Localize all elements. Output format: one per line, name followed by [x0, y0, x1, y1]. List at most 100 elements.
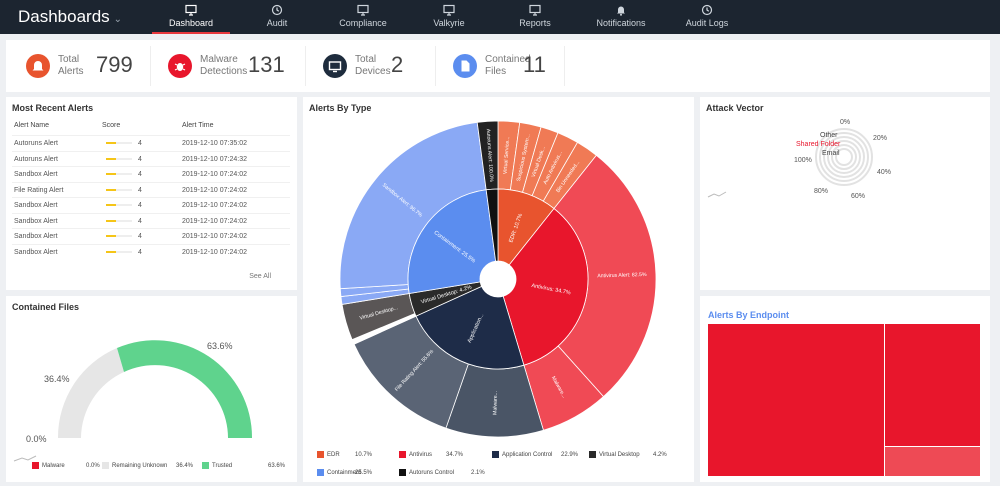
score-cell: 4: [138, 140, 142, 147]
alerts-by-type-panel: Alerts By Type Virtual Service... Suspici…: [303, 97, 694, 482]
bug-icon: [168, 54, 192, 78]
bell-icon: [26, 54, 50, 78]
treemap-cell-endpoint-2[interactable]: [885, 324, 980, 446]
stat-value: 11: [523, 52, 546, 77]
alert-time-cell: 2019-12-10 07:24:02: [182, 233, 247, 240]
alert-name-cell: File Rating Alert: [14, 186, 64, 194]
gauge-segment-trusted[interactable]: [117, 340, 253, 438]
legend-label: Application Control: [502, 452, 553, 459]
outer-label: Malware...: [492, 391, 499, 415]
stat-divider: [150, 46, 151, 86]
alert-time-cell: 2019-12-10 07:24:02: [182, 186, 247, 194]
legend-item[interactable]: Virtual Desktop: [589, 451, 640, 458]
legend-value: 34.7%: [446, 452, 464, 458]
column-header-alert-name[interactable]: Alert Name: [14, 122, 50, 129]
nav-tab-notifications[interactable]: Notifications: [578, 0, 664, 34]
mini-sparkline: [707, 191, 727, 198]
contained-files-gauge: [13, 340, 253, 462]
table-row[interactable]: Sandbox Alert 4 2019-12-10 07:24:02: [12, 243, 290, 259]
sunburst-center: [481, 262, 515, 296]
nav-tab-valkyrie[interactable]: Valkyrie: [406, 0, 492, 34]
nav-tab-audit-logs[interactable]: Audit Logs: [664, 0, 750, 34]
alert-time-cell: 2019-12-10 07:35:02: [182, 140, 247, 147]
panel-title: Alerts By Type: [309, 103, 372, 113]
score-cell: 4: [138, 202, 142, 209]
stat-total-devices[interactable]: Total Devices 2: [311, 40, 451, 92]
stat-contained-files[interactable]: Contained Files 11: [441, 40, 581, 92]
history-icon: [664, 4, 750, 16]
legend-label: Antivirus: [409, 452, 433, 459]
inner-segment[interactable]: [407, 189, 497, 294]
legend-item[interactable]: Trusted: [202, 462, 232, 469]
stat-label: Malware Detections: [200, 54, 248, 77]
score-bar: [106, 219, 132, 222]
monitor-icon: [148, 4, 234, 16]
tick-40: 40%: [877, 169, 892, 176]
most-recent-alerts-panel: Most Recent Alerts Alert Name Score Aler…: [6, 97, 297, 290]
outer-label: Virtual Service...: [503, 136, 512, 174]
stat-divider: [305, 46, 306, 86]
gauge-label-trusted: 63.6%: [207, 341, 233, 351]
nav-tab-reports[interactable]: Reports: [492, 0, 578, 34]
legend-swatch: [102, 462, 109, 469]
score-bar: [106, 188, 132, 191]
nav-tab-compliance[interactable]: Compliance: [320, 0, 406, 34]
table-row[interactable]: Sandbox Alert 4 2019-12-10 07:24:02: [12, 197, 290, 212]
legend-item[interactable]: Malware: [32, 462, 65, 469]
legend-item[interactable]: Antivirus: [399, 451, 432, 458]
legend-value: 0.0%: [86, 463, 100, 469]
nav-tab-label: Dashboard: [168, 18, 214, 28]
legend-swatch: [202, 462, 209, 469]
legend-item[interactable]: Autoruns Control: [399, 469, 454, 476]
nav-tab-dashboard[interactable]: Dashboard: [148, 0, 234, 34]
monitor-icon: [323, 54, 347, 78]
stat-value: 2: [391, 52, 404, 77]
table-row[interactable]: File Rating Alert 4 2019-12-10 07:24:02: [12, 181, 290, 197]
table-row[interactable]: Sandbox Alert 4 2019-12-10 07:24:02: [12, 228, 290, 243]
table-row[interactable]: Sandbox Alert 4 2019-12-10 07:24:02: [12, 166, 290, 181]
treemap-cell-endpoint-3[interactable]: [885, 447, 980, 476]
column-header-alert-time[interactable]: Alert Time: [182, 122, 214, 129]
history-icon: [234, 4, 320, 16]
monitor-icon: [492, 4, 578, 16]
nav-tab-audit[interactable]: Audit: [234, 0, 320, 34]
stat-malware-detections[interactable]: Malware Detections 131: [156, 40, 296, 92]
tick-100: 100%: [794, 157, 812, 164]
legend-swatch: [32, 462, 39, 469]
stat-divider: [435, 46, 436, 86]
legend-value: 22.9%: [561, 452, 579, 458]
stat-label: Total Devices: [355, 54, 391, 77]
table-row[interactable]: Autoruns Alert 4 2019-12-10 07:35:02: [12, 135, 290, 150]
alert-name-cell: Autoruns Alert: [14, 140, 58, 147]
stat-total-alerts[interactable]: Total Alerts 799: [14, 40, 154, 92]
legend-item[interactable]: Remaining Unknown: [102, 462, 167, 469]
legend-swatch: [399, 469, 406, 476]
column-header-score[interactable]: Score: [102, 122, 121, 129]
legend-item[interactable]: Containment: [317, 469, 361, 476]
tick-80: 80%: [814, 188, 829, 195]
inner-segment[interactable]: [485, 188, 499, 262]
gauge-segment-remaining-unknown[interactable]: [57, 348, 124, 438]
inner-segment[interactable]: [415, 285, 525, 370]
legend-swatch: [589, 451, 596, 458]
score-bar: [106, 142, 132, 144]
stat-value: 131: [248, 52, 285, 77]
score-cell: 4: [138, 248, 142, 256]
alert-name-cell: Sandbox Alert: [14, 202, 58, 209]
table-row[interactable]: Autoruns Alert 4 2019-12-10 07:24:32: [12, 150, 290, 166]
score-cell: 4: [138, 217, 142, 225]
legend-label: Containment: [327, 470, 362, 477]
alert-time-cell: 2019-12-10 07:24:32: [182, 155, 247, 163]
table-row[interactable]: Sandbox Alert 4 2019-12-10 07:24:02: [12, 212, 290, 228]
gauge-label-unknown: 36.4%: [44, 374, 70, 384]
see-all-link[interactable]: See All: [249, 273, 271, 280]
alert-name-cell: Sandbox Alert: [14, 171, 58, 178]
category-shared-folder: Shared Folder: [796, 141, 841, 148]
treemap-cell-endpoint-1[interactable]: [708, 324, 884, 476]
dashboards-menu[interactable]: Dashboards ⌄: [18, 7, 122, 27]
score-cell: 4: [138, 171, 142, 178]
legend-item[interactable]: Application Control: [492, 451, 552, 458]
score-bar: [106, 173, 132, 175]
inner-segment[interactable]: [502, 207, 589, 366]
legend-item[interactable]: EDR: [317, 451, 340, 458]
